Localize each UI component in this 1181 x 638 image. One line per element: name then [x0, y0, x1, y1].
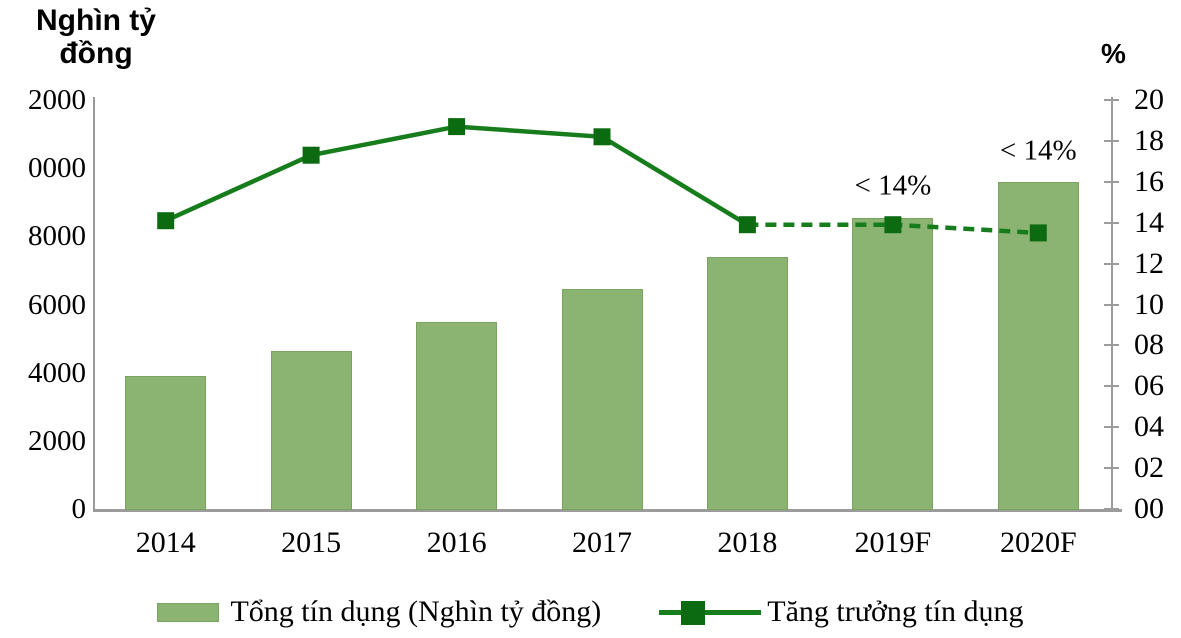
- right-axis-tick-label: 04: [1134, 410, 1164, 444]
- left-axis-title: Nghìn tỷ đồng: [16, 4, 176, 70]
- left-axis-tick-label: 8000: [28, 220, 86, 253]
- growth-line-solid: [164, 124, 749, 227]
- right-axis-tick-mark: [1104, 180, 1119, 183]
- right-axis-tick-mark: [1104, 426, 1119, 429]
- credit-total-bar: [706, 256, 788, 510]
- growth-line-marker-icon: [593, 128, 611, 146]
- right-axis-tick-mark: [1104, 303, 1119, 306]
- x-axis-line: [93, 509, 1122, 512]
- right-axis-tick-label: 20: [1134, 83, 1164, 116]
- left-axis-title-line1: Nghìn tỷ: [36, 4, 156, 37]
- credit-total-bar: [561, 289, 643, 510]
- x-axis-category-label: 2017: [572, 526, 632, 559]
- credit-total-bar: [416, 321, 498, 510]
- growth-line-marker-icon: [448, 118, 466, 136]
- right-axis-tick-mark: [1104, 262, 1119, 265]
- right-axis-tick-label: 16: [1134, 164, 1164, 198]
- legend-line-marker-icon: [681, 600, 706, 625]
- right-axis-tick-mark: [1104, 508, 1119, 510]
- x-axis-category-label: 2020F: [999, 526, 1077, 559]
- right-axis-tick-label: 06: [1134, 369, 1164, 403]
- legend-line-swatch: [659, 600, 762, 625]
- left-axis-tick-label: 0: [71, 493, 87, 525]
- legend-line-stroke: [659, 609, 762, 615]
- right-axis-tick-mark: [1104, 99, 1119, 101]
- legend-bar-label: Tổng tín dụng (Nghìn tỷ đồng): [230, 595, 602, 628]
- left-axis-tick-label: 6000: [28, 288, 86, 321]
- credit-total-bar: [997, 181, 1079, 510]
- forecast-annotation: < 14%: [999, 134, 1077, 167]
- x-axis-category-label: 2018: [717, 526, 778, 559]
- x-axis-category-label: 2016: [426, 526, 487, 559]
- x-axis-category-label: 2014: [135, 526, 196, 559]
- right-axis-tick-mark: [1104, 344, 1119, 347]
- left-axis-title-line2: đồng: [59, 37, 133, 70]
- growth-line-marker-icon: [302, 146, 320, 164]
- right-axis-tick-mark: [1104, 385, 1119, 388]
- growth-line-marker-icon: [738, 216, 756, 234]
- left-axis-tick-label: 4000: [28, 356, 86, 389]
- right-axis-tick-label: 02: [1134, 451, 1164, 485]
- left-axis-line: [93, 97, 95, 511]
- right-axis-tick-label: 10: [1134, 287, 1164, 321]
- right-axis-tick-label: 08: [1134, 328, 1164, 362]
- right-axis-tick-label: 00: [1134, 492, 1164, 525]
- legend: Tổng tín dụng (Nghìn tỷ đồng) Tăng trưởn…: [0, 594, 1181, 630]
- credit-total-bar: [852, 217, 934, 510]
- x-axis-category-label: 2019F: [854, 526, 932, 559]
- right-axis-tick-label: 18: [1134, 123, 1164, 157]
- legend-line-label: Tăng trưởng tín dụng: [767, 595, 1024, 628]
- right-axis-tick-label: 14: [1134, 205, 1164, 239]
- x-axis-category-label: 2015: [281, 526, 342, 559]
- right-axis-title: %: [1101, 38, 1126, 69]
- left-axis-tick-label: 0000: [28, 152, 86, 185]
- forecast-annotation: < 14%: [854, 169, 932, 202]
- left-axis-tick-label: 2000: [28, 424, 86, 457]
- credit-total-bar: [125, 376, 207, 510]
- right-axis-tick-mark: [1104, 467, 1119, 470]
- credit-total-bar: [270, 350, 352, 510]
- right-axis-tick-mark: [1104, 139, 1119, 142]
- legend-bar-swatch: [157, 602, 220, 622]
- right-axis-tick-label: 12: [1134, 246, 1164, 280]
- growth-line-marker-icon: [157, 212, 175, 230]
- left-axis-tick-label: 2000: [28, 84, 86, 116]
- right-axis-tick-mark: [1104, 221, 1119, 224]
